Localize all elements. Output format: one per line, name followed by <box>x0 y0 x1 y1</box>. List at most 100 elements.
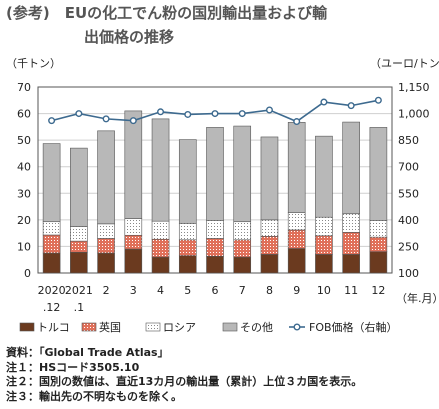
y2-tick-label: 700 <box>398 161 419 174</box>
y2-tick-label: 100 <box>398 267 419 280</box>
fob-price-point <box>320 98 328 106</box>
bar-turkey <box>342 254 360 274</box>
x-tick-label: 7 <box>239 284 246 297</box>
x-tick-label: 8 <box>266 284 273 297</box>
y2-tick-label: 1,000 <box>398 108 430 121</box>
title-line1: EUの化工でん粉の国別輸出量および輸 <box>64 4 328 22</box>
bar-other <box>124 110 143 219</box>
bar-russia <box>287 212 306 231</box>
bar-uk <box>369 236 388 253</box>
bar-turkey <box>287 248 306 274</box>
x-tick-label: 3 <box>130 284 137 297</box>
y2-tick-label: 250 <box>398 240 419 253</box>
bar-russia <box>124 218 143 236</box>
x-tick-sublabel: .1 <box>74 301 85 314</box>
bar-uk <box>42 234 61 254</box>
bar-other <box>315 135 333 218</box>
y-tick-label: 0 <box>24 267 31 280</box>
y2-tick-label: 550 <box>398 187 419 200</box>
x-tick-label: 5 <box>184 284 191 297</box>
y-tick-label: 40 <box>17 161 31 174</box>
x-tick-label: 2021 <box>65 284 93 297</box>
note-3: 注３：輸出先の不明なものを除く。 <box>6 389 182 403</box>
y2-tick-label: 400 <box>398 214 419 227</box>
fob-price-point <box>102 115 110 123</box>
legend-label-fob: FOB価格（右軸） <box>309 320 398 334</box>
bar-other <box>206 127 224 221</box>
bar-turkey <box>206 255 224 274</box>
y-tick-label: 30 <box>17 187 31 200</box>
fob-price-point <box>129 117 137 125</box>
bar-uk <box>70 240 88 253</box>
legend-label-turkey: トルコ <box>37 321 70 334</box>
x-tick-label: 11 <box>344 284 358 297</box>
x-tick-label: 4 <box>157 284 164 297</box>
y-tick-label: 70 <box>17 81 31 94</box>
legend-swatch-turkey <box>19 322 35 332</box>
note-2: 注２：国別の数値は、直近13カ月の輸出量（累計）上位３カ国を表示。 <box>6 375 363 388</box>
bar-russia <box>206 220 224 239</box>
bar-uk <box>315 235 333 255</box>
legend-label-uk: 英国 <box>99 320 121 334</box>
bar-turkey <box>315 254 333 274</box>
x-tick-label: 12 <box>371 284 385 297</box>
bar-other <box>42 143 61 223</box>
note-1: 注１：HSコード3505.10 <box>6 360 140 374</box>
title-line2: 出価格の推移 <box>84 28 175 46</box>
bar-russia <box>178 223 197 241</box>
x-tick-label: 2 <box>103 284 110 297</box>
title-prefix: (参考) <box>6 4 50 22</box>
fob-price-point <box>374 96 382 104</box>
bar-turkey <box>42 252 61 274</box>
bar-other <box>97 130 115 225</box>
legend-swatch-other <box>222 322 238 332</box>
note-source: 資料：「Global Trade Atlas」 <box>6 346 169 359</box>
bar-other <box>151 118 170 222</box>
y-tick-label: 10 <box>17 240 31 253</box>
fob-price-point <box>75 110 83 118</box>
y-tick-label: 50 <box>17 134 31 147</box>
x-tick-label: 2020 <box>38 284 66 297</box>
left-axis-unit: （千トン） <box>6 57 61 70</box>
bar-turkey <box>369 251 388 274</box>
bar-turkey <box>124 248 143 274</box>
legend-marker-fob <box>293 323 301 331</box>
bar-russia <box>369 220 388 238</box>
bar-russia <box>342 213 360 233</box>
bar-turkey <box>97 252 115 274</box>
bar-russia <box>315 216 333 237</box>
legend-swatch-russia <box>145 322 161 332</box>
bar-russia <box>151 220 170 240</box>
bar-turkey <box>260 254 279 274</box>
bar-russia <box>97 223 115 239</box>
fob-price-point <box>157 108 165 116</box>
x-tick-label: 9 <box>293 284 300 297</box>
legend-label-other: その他 <box>240 321 273 334</box>
bar-russia <box>233 221 252 241</box>
bar-other <box>178 139 197 224</box>
fob-price-point <box>48 117 56 125</box>
y2-tick-label: 1,150 <box>398 81 430 94</box>
bar-russia <box>260 219 279 237</box>
notes-block: 資料：「Global Trade Atlas」 注１：HSコード3505.10 … <box>6 346 362 404</box>
x-tick-sublabel: .12 <box>43 301 61 314</box>
legend-label-russia: ロシア <box>163 321 196 334</box>
bar-other <box>260 136 279 221</box>
bar-turkey <box>178 255 197 274</box>
y-tick-label: 20 <box>17 214 31 227</box>
fob-price-point <box>265 106 273 114</box>
bar-uk <box>206 238 224 257</box>
bar-turkey <box>233 256 252 274</box>
bar-other <box>287 122 306 213</box>
bar-turkey <box>70 251 88 274</box>
y-tick-label: 60 <box>17 108 31 121</box>
bar-russia <box>42 221 61 236</box>
bar-other <box>70 147 88 227</box>
bar-russia <box>70 226 88 242</box>
bar-uk <box>151 238 170 258</box>
bar-uk <box>233 239 252 258</box>
x-axis-unit: （年.月） <box>396 291 439 305</box>
bar-uk <box>260 236 279 255</box>
x-tick-label: 6 <box>212 284 219 297</box>
